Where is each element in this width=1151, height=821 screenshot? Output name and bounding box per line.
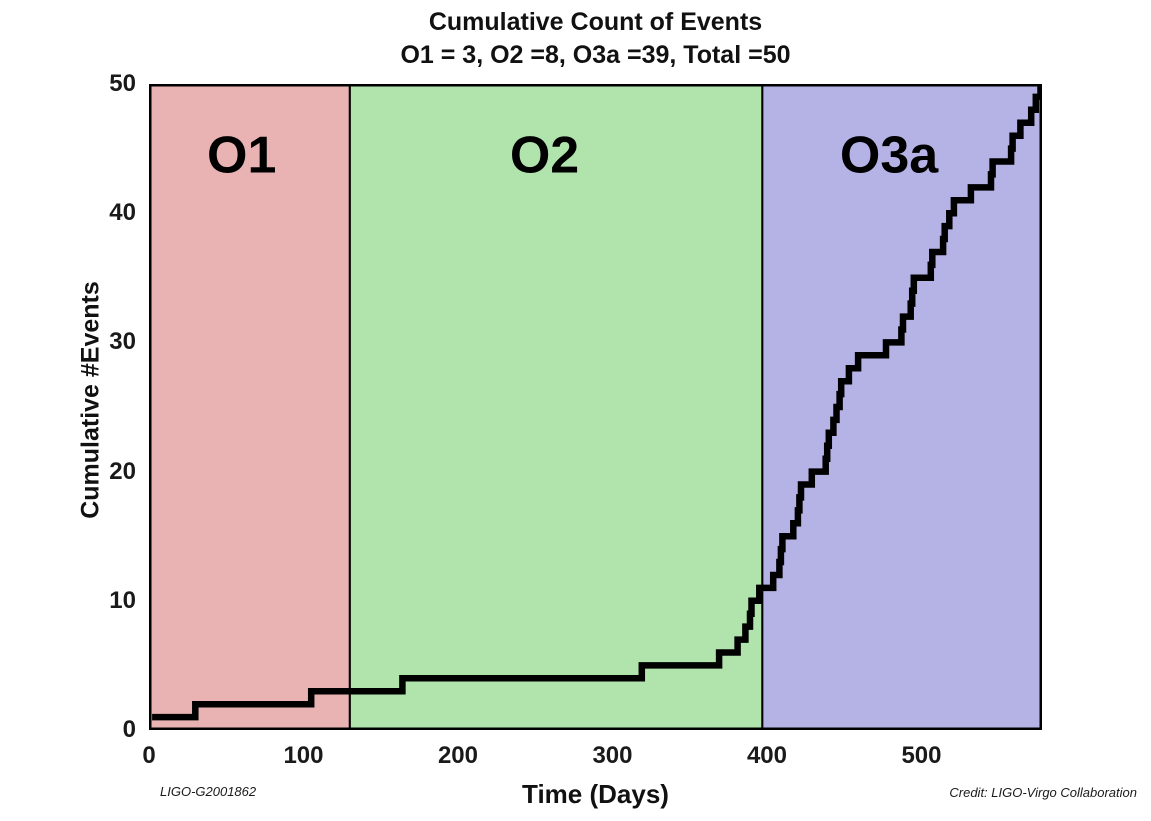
y-tick-label: 30 bbox=[109, 328, 136, 356]
run-regions bbox=[149, 84, 1042, 730]
y-tick-label: 50 bbox=[109, 70, 136, 97]
x-tick-label: 500 bbox=[901, 742, 942, 769]
cumulative-step-line bbox=[152, 84, 1042, 721]
y-tick-label: 20 bbox=[109, 457, 136, 485]
region-o2 bbox=[348, 84, 764, 730]
x-tick-label: 400 bbox=[746, 742, 787, 769]
run-region-labels: O1 O2 O3a bbox=[207, 127, 939, 185]
y-tick-label: 40 bbox=[109, 199, 136, 227]
region-label-o3a: O3a bbox=[840, 127, 939, 185]
x-tick-label: 200 bbox=[437, 742, 478, 769]
region-label-o2: O2 bbox=[510, 127, 579, 185]
chart-title: Cumulative Count of Events bbox=[428, 8, 763, 36]
region-o3a bbox=[761, 84, 1042, 730]
document-number: LIGO-G2001862 bbox=[160, 784, 257, 799]
y-axis-label: Cumulative #Events bbox=[76, 281, 105, 519]
plot-svg: O1 O2 O3a bbox=[149, 84, 1042, 730]
chart-subtitle: O1 = 3, O2 =8, O3a =39, Total =50 bbox=[400, 41, 791, 69]
x-tick-label: 0 bbox=[142, 742, 156, 769]
region-label-o1: O1 bbox=[207, 127, 276, 185]
plot-area: O1 O2 O3a bbox=[149, 84, 1042, 730]
y-tick-label: 0 bbox=[122, 716, 136, 743]
credit-text: Credit: LIGO-Virgo Collaboration bbox=[949, 785, 1137, 800]
x-tick-label: 300 bbox=[592, 742, 633, 769]
y-tick-label: 10 bbox=[109, 586, 136, 614]
axes-box-border bbox=[149, 84, 1042, 730]
x-axis-label: Time (Days) bbox=[522, 779, 669, 809]
x-tick-label: 100 bbox=[283, 742, 324, 769]
